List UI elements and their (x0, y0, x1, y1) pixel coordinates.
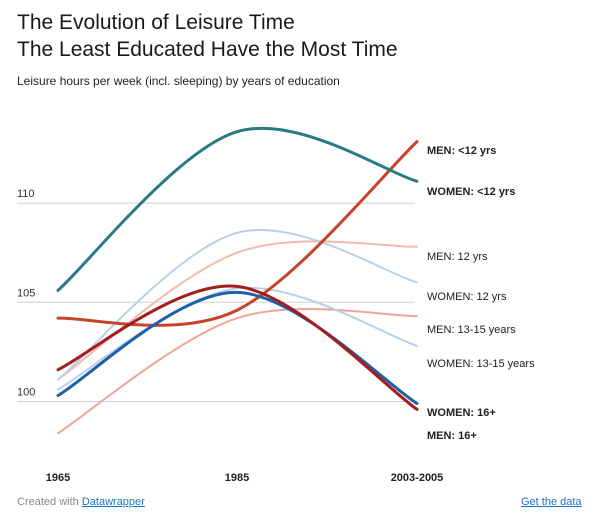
chart-title: The Evolution of Leisure Time (17, 11, 295, 34)
x-tick-label: 2003-2005 (391, 472, 444, 484)
footer-credit: Created with Datawrapper (17, 496, 145, 508)
series-label: MEN: <12 yrs (427, 145, 496, 157)
series-label: MEN: 16+ (427, 430, 477, 442)
series-labels: MEN: <12 yrs WOMEN: <12 yrs MEN: 12 yrs WOM… (427, 145, 535, 442)
y-tick-label: 110 (17, 188, 35, 200)
series-line-women-12-yrs (57, 229, 418, 381)
series-label: WOMEN: 13-15 years (427, 358, 535, 370)
series-line-women-13-15-years (57, 286, 418, 391)
series-line-men-13-15-years (57, 308, 418, 435)
series-lines (56, 126, 419, 435)
series-label: WOMEN: 12 yrs (427, 291, 507, 303)
series-line-men-12-yrs (57, 240, 418, 381)
chart-intro: Leisure hours per week (incl. sleeping) … (17, 74, 340, 88)
series-line-men-12-yrs (56, 140, 419, 327)
grid-lines: 100 105 110 (17, 188, 415, 402)
series-label: WOMEN: 16+ (427, 407, 496, 419)
series-line-women-16- (56, 290, 419, 405)
x-tick-label: 1985 (225, 472, 249, 484)
series-label: MEN: 13-15 years (427, 324, 516, 336)
series-line-men-16- (56, 284, 419, 411)
footer-created-with: Created with (17, 496, 79, 508)
x-axis: 1965 1985 2003-2005 (46, 472, 444, 484)
x-tick-label: 1965 (46, 472, 70, 484)
chart-subtitle: The Least Educated Have the Most Time (17, 38, 398, 61)
y-tick-label: 105 (17, 287, 35, 299)
get-data-link[interactable]: Get the data (521, 496, 582, 508)
series-label: MEN: 12 yrs (427, 251, 488, 263)
datawrapper-link[interactable]: Datawrapper (81, 496, 145, 508)
y-tick-label: 100 (17, 386, 35, 398)
series-label: WOMEN: <12 yrs (427, 186, 515, 198)
series-line-women-12-yrs (56, 126, 419, 292)
